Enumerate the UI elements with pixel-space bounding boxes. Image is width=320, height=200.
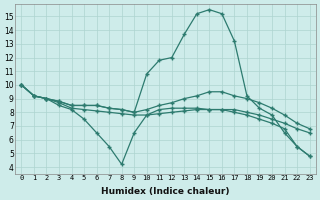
X-axis label: Humidex (Indice chaleur): Humidex (Indice chaleur) xyxy=(101,187,230,196)
